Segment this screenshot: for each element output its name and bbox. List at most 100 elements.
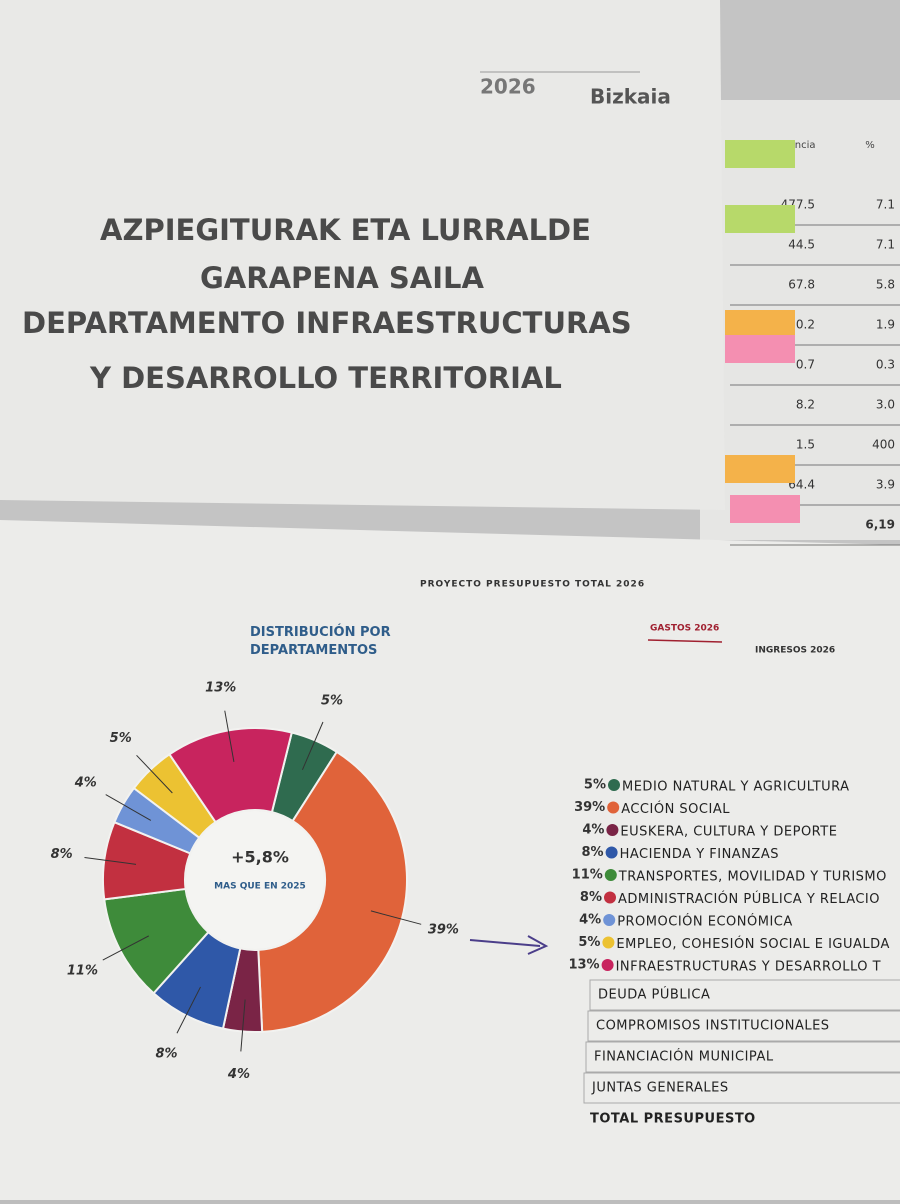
table-cell: 6,19 (865, 518, 895, 532)
legend-label: HACIENDA Y FINANZAS (620, 847, 779, 862)
row-box (585, 1041, 900, 1073)
leader-line (240, 999, 246, 1052)
sticky-note (725, 335, 795, 363)
data-label: 5% (321, 693, 343, 708)
legend-value: 4% (579, 913, 601, 928)
donut-segment (168, 727, 293, 824)
center-label: MAS QUE EN 2025 (214, 882, 306, 892)
table-cell: 44.5 (788, 238, 815, 252)
table-cell: 67.8 (788, 278, 815, 292)
legend-label: MEDIO NATURAL Y AGRICULTURA (622, 780, 850, 795)
brand: Bizkaia (590, 85, 671, 109)
legend-value: 8% (580, 890, 602, 905)
leader-line (136, 754, 173, 794)
sticky-note (730, 495, 800, 523)
legend-label: INFRAESTRUCTURAS Y DESARROLLO T (616, 960, 882, 975)
legend-label: EUSKERA, CULTURA Y DEPORTE (620, 825, 837, 840)
chart-title-1: DISTRIBUCIÓN POR DEPARTAMENTOS (250, 624, 391, 658)
table-cell: 8.2 (796, 398, 815, 412)
legend-value: 4% (582, 823, 604, 838)
cover-sheet (0, 0, 725, 510)
legend-value: 13% (568, 958, 599, 973)
table-cell: 400 (872, 438, 895, 452)
chart-title-line: DEPARTAMENTOS (250, 643, 377, 658)
legend-swatch (607, 801, 620, 814)
leader-line (105, 794, 152, 821)
list-item: TOTAL PRESUPUESTO (590, 1112, 756, 1127)
table-cell: 3.9 (876, 478, 895, 492)
data-label: 39% (428, 923, 459, 938)
legend-swatch (603, 914, 616, 926)
list-item: FINANCIACIÓN MUNICIPAL (594, 1049, 774, 1065)
tab: INGRESOS 2026 (755, 646, 835, 656)
cover-title: AZPIEGITURAK ETA LURRALDE GARAPENA SAILA D… (22, 213, 632, 395)
list-item: JUNTAS GENERALES (591, 1081, 729, 1096)
data-label: 4% (227, 1067, 250, 1082)
legend-label: ADMINISTRACIÓN PÚBLICA Y RELACIO (618, 891, 880, 907)
legend-swatch (605, 846, 618, 859)
legend-label: EMPLEO, COHESIÓN SOCIAL E IGUALDA (616, 936, 889, 952)
data-label: 5% (110, 731, 132, 746)
legend-value: 8% (582, 845, 604, 860)
legend-swatch (604, 869, 617, 881)
leader-line (176, 986, 201, 1034)
table-cell: 1.5 (796, 438, 815, 452)
legend-label: TRANSPORTES, MOVILIDAD Y TURISMO (618, 870, 887, 885)
year: 2026 (480, 75, 536, 99)
title-line: GARAPENA SAILA (200, 261, 484, 295)
table-cell: 7.1 (876, 238, 895, 252)
row-box (583, 1072, 900, 1104)
title-line: DEPARTAMENTO INFRAESTRUCTURAS (22, 306, 632, 340)
table-cell: 1.9 (876, 318, 895, 332)
leader-line (102, 935, 150, 961)
table-cell: 7.1 (876, 198, 895, 212)
legend-swatch (608, 779, 620, 791)
title-line: Y DESARROLLO TERRITORIAL (89, 361, 562, 395)
legend-label: ACCIÓN SOCIAL (621, 801, 730, 817)
center-value: +5,8% (231, 848, 289, 867)
sticky-note (725, 455, 795, 483)
table-header: % (865, 140, 875, 151)
legend-swatch (601, 959, 614, 971)
data-label: 13% (205, 681, 236, 696)
row-box (587, 1010, 900, 1042)
legend-value: 5% (584, 778, 606, 793)
legend-swatch (604, 891, 616, 904)
chart-title-line: DISTRIBUCIÓN POR (250, 624, 391, 640)
title-line: AZPIEGITURAK ETA LURRALDE (100, 213, 591, 247)
leader-line (84, 857, 137, 865)
sticky-note (725, 310, 795, 338)
leader-line (370, 910, 422, 925)
legend-value: 39% (574, 800, 605, 815)
list-item: COMPROMISOS INSTITUCIONALES (596, 1019, 830, 1034)
tab-active: GASTOS 2026 (650, 624, 719, 634)
list-item: DEUDA PÚBLICA (598, 987, 710, 1003)
donut-segment (257, 750, 408, 1033)
table-cell: 0.3 (876, 358, 895, 372)
table-cell: 0.7 (796, 358, 815, 372)
sticky-note (725, 205, 795, 233)
legend-value: 11% (572, 868, 603, 883)
data-label: 4% (74, 776, 97, 791)
pen-arrow-head (527, 935, 549, 955)
legend-label: PROMOCIÓN ECONÓMICA (617, 914, 793, 930)
legend-swatch (606, 824, 619, 836)
leader-line (224, 710, 235, 762)
row-box (589, 979, 900, 1011)
tab-underline (647, 639, 723, 643)
data-label: 11% (67, 963, 98, 978)
sticky-note (725, 140, 795, 168)
donut-hole (186, 811, 324, 949)
legend-value: 5% (578, 935, 600, 950)
legend-swatch (602, 936, 615, 949)
table-cell: 3.0 (876, 398, 895, 412)
tab: PROYECTO PRESUPUESTO TOTAL 2026 (420, 580, 645, 590)
data-label: 8% (155, 1046, 177, 1061)
table-cell: 5.8 (876, 278, 895, 292)
data-label: 8% (51, 847, 73, 862)
pen-arrow (469, 939, 541, 947)
table-cell: 0.2 (796, 318, 815, 332)
leader-line (301, 721, 324, 770)
